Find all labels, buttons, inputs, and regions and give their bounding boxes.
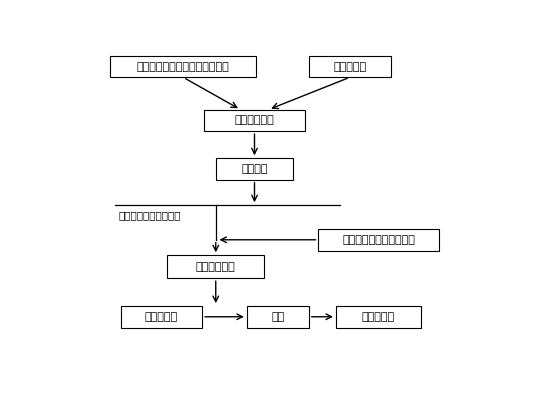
Text: 干燥: 干燥 xyxy=(271,312,284,322)
Text: 清洗、过滤: 清洗、过滤 xyxy=(145,312,178,322)
FancyBboxPatch shape xyxy=(309,56,391,77)
Text: 高速剪切分散: 高速剪切分散 xyxy=(235,115,275,125)
Text: 阳离子单体组份原位聚合: 阳离子单体组份原位聚合 xyxy=(342,235,415,245)
FancyBboxPatch shape xyxy=(167,255,264,278)
FancyBboxPatch shape xyxy=(204,110,305,131)
Text: 外添加处理: 外添加处理 xyxy=(362,312,395,322)
FancyBboxPatch shape xyxy=(121,306,202,327)
Text: 聚合反应: 聚合反应 xyxy=(241,164,268,174)
Text: 密集电荷表层: 密集电荷表层 xyxy=(196,262,236,272)
FancyBboxPatch shape xyxy=(247,306,309,327)
FancyBboxPatch shape xyxy=(336,306,421,327)
Text: 软核硬壳结构墨粉粒子: 软核硬壳结构墨粉粒子 xyxy=(119,210,181,221)
FancyBboxPatch shape xyxy=(318,229,438,251)
FancyBboxPatch shape xyxy=(216,158,293,180)
Text: 含有一定量极性树脂的单体油相: 含有一定量极性树脂的单体油相 xyxy=(137,61,230,72)
Text: 水性分散液: 水性分散液 xyxy=(333,61,367,72)
FancyBboxPatch shape xyxy=(110,56,256,77)
